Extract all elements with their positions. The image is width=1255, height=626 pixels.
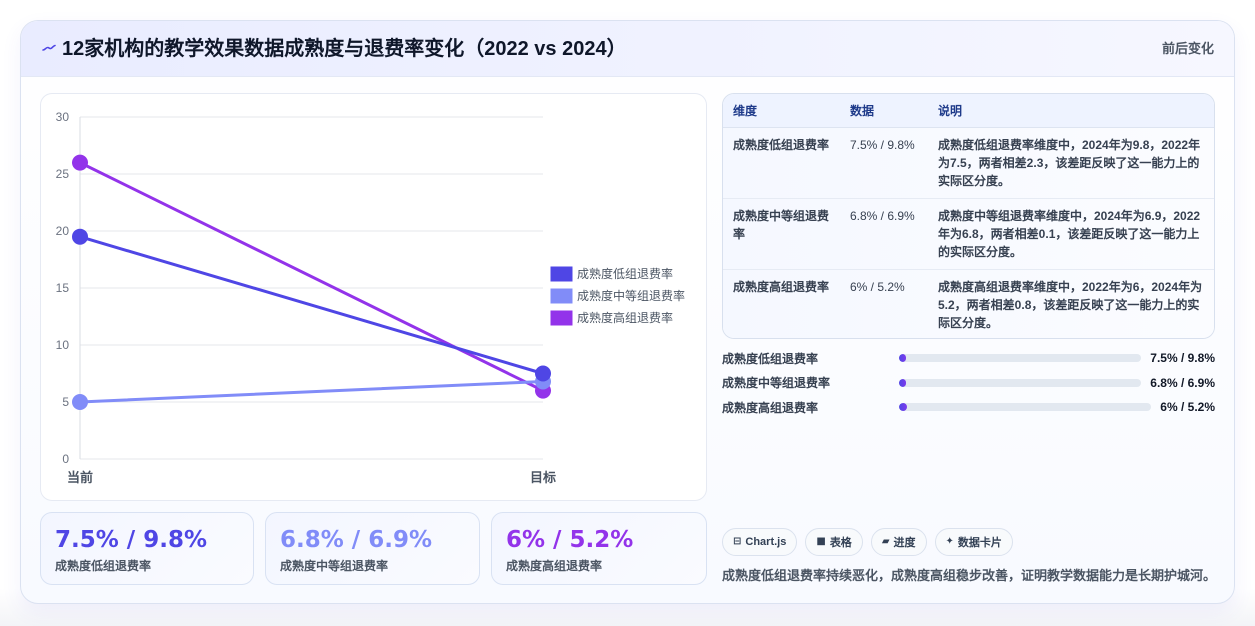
tag-chartjs: Chart.js	[722, 528, 798, 556]
cell-note: 成熟度中等组退费率维度中，2024年为6.9，2022年为6.8，两者相差0.1…	[928, 198, 1214, 270]
y-tick-label: 20	[56, 224, 70, 238]
stat-card-high: 6% / 5.2% 成熟度高组退费率	[491, 512, 707, 585]
x-tick-label: 目标	[530, 470, 556, 485]
data-point	[535, 365, 551, 382]
data-table-panel: 维度 数据 说明 成熟度低组退费率 7.5% / 9.8% 成熟度低组退费率维度…	[722, 93, 1215, 339]
summary-text: 成熟度低组退费率持续恶化，成熟度高组稳步改善，证明教学数据能力是长期护城河。	[722, 568, 1217, 583]
progress-fill	[899, 378, 907, 387]
chart-panel: 0 5 10 15 20 25 30 当前 目标 成熟度低组退费率 成熟度中等组退费率 成熟度高组退费…	[40, 93, 707, 501]
legend-label[interactable]: 成熟度中等组退费率	[577, 288, 685, 303]
progress-track	[899, 378, 1142, 387]
stat-label: 成熟度高组退费率	[506, 559, 603, 573]
stat-value: 7.5% / 9.8%	[55, 527, 207, 553]
stat-label: 成熟度低组退费率	[55, 559, 152, 573]
tag-progress: 进度	[870, 528, 927, 556]
header-badge: 前后变化	[1161, 41, 1214, 56]
cell-note: 成熟度高组退费率维度中，2022年为6，2024年为5.2，两者相差0.8，该差…	[938, 279, 1203, 330]
data-point	[72, 394, 88, 410]
line-chart: 0 5 10 15 20 25 30 当前 目标 成熟度低组退费率成熟度中等组退费率成熟度高组退费…	[56, 110, 685, 485]
stat-value: 6.8% / 6.9%	[280, 527, 432, 553]
progress-label: 成熟度中等组退费率	[722, 376, 831, 391]
data-point	[72, 228, 88, 245]
column-header-dimension: 维度	[723, 94, 840, 128]
series-line	[78, 161, 545, 393]
y-tick-label: 5	[62, 395, 69, 409]
data-table: 维度 数据 说明 成熟度低组退费率 7.5% / 9.8% 成熟度低组退费率维度…	[723, 94, 1214, 338]
stat-card-mid: 6.8% / 6.9% 成熟度中等组退费率	[265, 512, 480, 585]
column-header-note: 说明	[928, 94, 1214, 128]
y-tick-label: 15	[56, 281, 70, 295]
x-tick-label: 当前	[67, 470, 93, 485]
progress-row: 成熟度高组退费率 6% / 5.2%	[722, 395, 1215, 420]
legend-label[interactable]: 成熟度低组退费率	[577, 266, 673, 281]
tag-label: 数据卡片	[957, 537, 1002, 549]
tech-tags: Chart.js 表格 进度 数据卡片	[722, 528, 1013, 556]
progress-fill	[899, 354, 907, 363]
progress-row: 成熟度低组退费率 7.5% / 9.8%	[722, 346, 1215, 371]
y-tick-label: 30	[56, 110, 70, 124]
progress-value: 7.5% / 9.8%	[1150, 351, 1215, 366]
table-row: 成熟度低组退费率 7.5% / 9.8% 成熟度低组退费率维度中，2024年为9…	[723, 127, 1214, 199]
column-header-data: 数据	[840, 94, 928, 128]
table-row: 成熟度高组退费率 6% / 5.2% 成熟度高组退费率维度中，2022年为6，2…	[723, 269, 1214, 338]
cell-data: 6.8% / 6.9%	[840, 198, 928, 270]
chart-icon	[733, 537, 741, 547]
dashboard-card: 12家机构的教学效果数据成熟度与退费率变化（2022 vs 2024） 前后变化…	[20, 20, 1235, 604]
cell-dimension: 成熟度中等组退费率	[723, 198, 840, 270]
progress-fill	[899, 403, 907, 412]
cell-note: 成熟度低组退费率维度中，2024年为9.8，2022年为7.5，两者相差2.3，…	[928, 127, 1214, 199]
progress-track	[899, 403, 1152, 412]
stat-card-low: 7.5% / 9.8% 成熟度低组退费率	[40, 512, 254, 585]
progress-track	[899, 354, 1142, 363]
progress-row: 成熟度中等组退费率 6.8% / 6.9%	[722, 371, 1215, 396]
tag-label: 进度	[893, 537, 916, 549]
cell-data: 6% / 5.2%	[850, 279, 905, 294]
page-title: 12家机构的教学效果数据成熟度与退费率变化（2022 vs 2024）	[62, 38, 627, 60]
progress-value: 6% / 5.2%	[1160, 400, 1215, 415]
card-icon	[946, 537, 954, 547]
tag-label: Chart.js	[745, 536, 787, 548]
legend-label[interactable]: 成熟度高组退费率	[577, 310, 673, 325]
cell-dimension: 成熟度高组退费率	[733, 279, 830, 294]
tag-table: 表格	[805, 528, 863, 556]
stat-value: 6% / 5.2%	[506, 527, 634, 553]
legend-swatch[interactable]	[550, 310, 573, 326]
data-point	[72, 154, 88, 171]
progress-list: 成熟度低组退费率 7.5% / 9.8% 成熟度中等组退费率 6.8% / 6.…	[722, 346, 1215, 420]
y-tick-label: 25	[56, 167, 70, 181]
stat-label: 成熟度中等组退费率	[280, 559, 389, 573]
legend-swatch[interactable]	[550, 266, 573, 282]
progress-value: 6.8% / 6.9%	[1150, 375, 1215, 390]
table-icon	[816, 537, 825, 547]
tag-data-card: 数据卡片	[934, 528, 1013, 556]
y-tick-label: 0	[62, 452, 69, 466]
progress-label: 成熟度高组退费率	[722, 400, 819, 415]
card-header: 12家机构的教学效果数据成熟度与退费率变化（2022 vs 2024） 前后变化	[21, 21, 1234, 77]
legend-swatch[interactable]	[550, 288, 573, 304]
progress-label: 成熟度低组退费率	[722, 351, 819, 366]
y-tick-label: 10	[56, 338, 70, 352]
table-header-row: 维度 数据 说明	[723, 94, 1214, 128]
tag-label: 表格	[829, 537, 852, 549]
table-row: 成熟度中等组退费率 6.8% / 6.9% 成熟度中等组退费率维度中，2024年…	[723, 198, 1214, 270]
progress-icon	[882, 537, 890, 547]
cell-data: 7.5% / 9.8%	[840, 127, 928, 199]
series-line	[78, 235, 545, 375]
cell-dimension: 成熟度低组退费率	[723, 127, 840, 199]
series-line	[78, 379, 545, 404]
trend-icon	[42, 44, 56, 51]
